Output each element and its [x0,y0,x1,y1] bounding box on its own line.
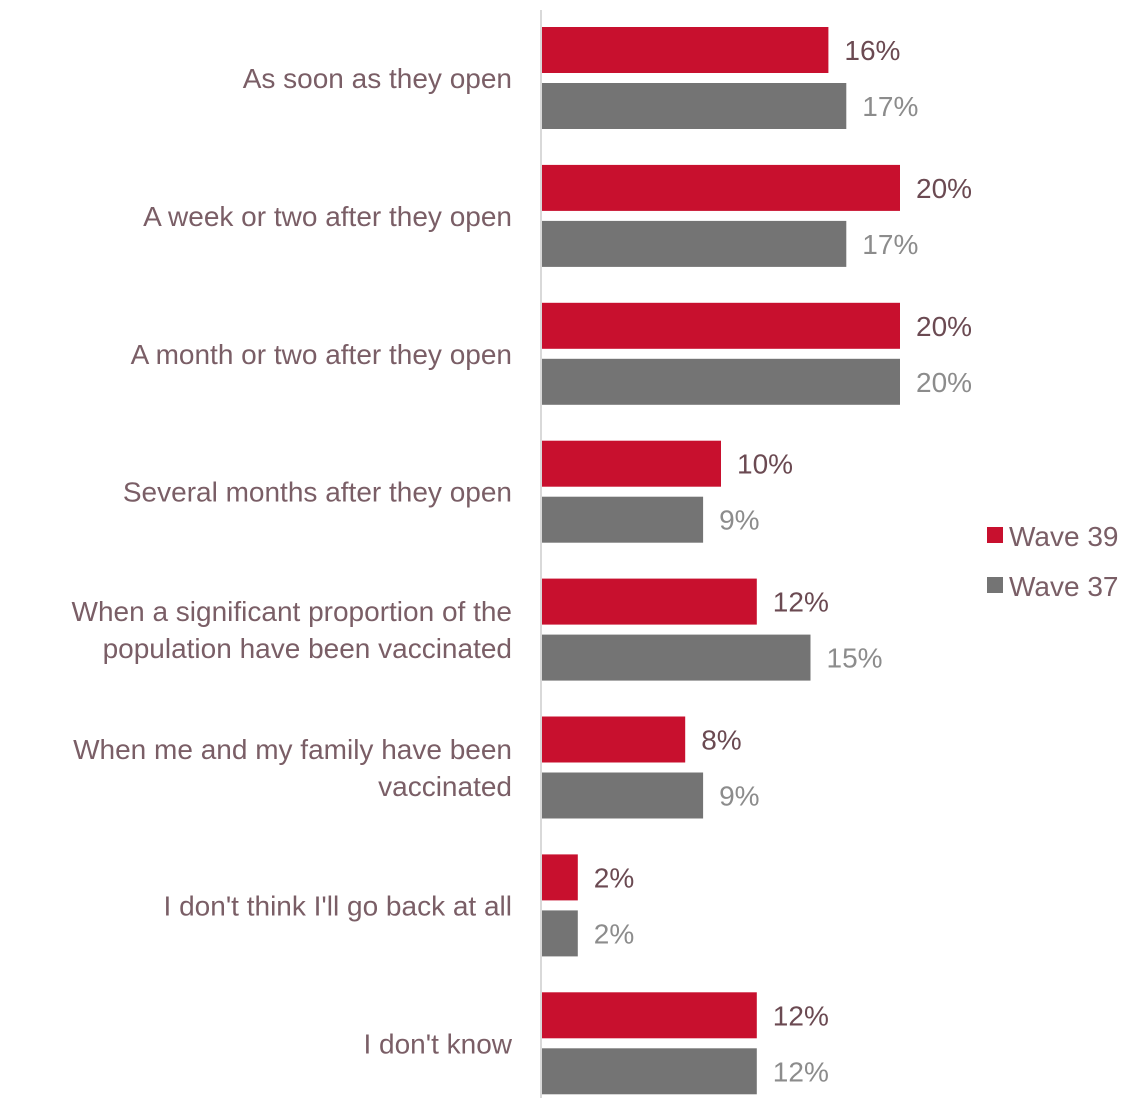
bar-wave37-1 [542,220,847,267]
data-label-wave39-2: 20% [916,311,972,342]
bar-wave39-7 [542,992,757,1039]
data-label-wave39-1: 20% [916,173,972,204]
bar-wave39-0 [542,27,829,73]
category-labels-group: As soon as they open A week or two after … [72,63,513,1059]
category-label-6: I don't think I'll go back at all [164,890,512,921]
data-label-wave39-5: 8% [701,725,741,756]
bar-wave37-4 [542,634,811,681]
category-label-line: When a significant proportion of the [72,596,512,627]
category-label-line: A week or two after they open [143,201,512,232]
bar-wave37-5 [542,772,704,819]
category-label-line: I don't know [363,1028,512,1059]
category-label-3: Several months after they open [123,477,512,508]
data-label-wave39-0: 16% [844,35,900,66]
data-label-wave37-3: 9% [719,505,759,536]
bar-wave39-5 [542,716,686,763]
data-label-wave37-4: 15% [827,643,883,674]
category-label-line: A month or two after they open [131,339,512,370]
data-label-wave37-2: 20% [916,367,972,398]
data-label-wave37-0: 17% [862,91,918,122]
data-label-wave39-6: 2% [594,862,634,893]
data-label-wave39-3: 10% [737,449,793,480]
legend-label-wave37: Wave 37 [1009,571,1118,602]
category-label-line: When me and my family have been [73,734,512,765]
data-label-wave37-1: 17% [862,229,918,260]
data-label-wave37-5: 9% [719,781,759,812]
category-label-1: A week or two after they open [143,201,512,232]
category-label-2: A month or two after they open [131,339,512,370]
bar-wave37-0 [542,83,847,129]
bar-wave37-7 [542,1048,757,1095]
data-label-wave39-7: 12% [773,1000,829,1031]
data-label-wave37-6: 2% [594,918,634,949]
category-label-line: Several months after they open [123,477,512,508]
value-labels-group: 16% 17% 20% 17% 20% 20% 10% 9% 12% 15% 8% 9% 2% 2% 12%… [594,35,972,1087]
category-label-4: When a significant proportion of the popu… [72,596,512,664]
data-label-wave39-4: 12% [773,587,829,618]
category-label-5: When me and my family have been vaccinate… [73,734,512,802]
category-label-7: I don't know [363,1028,512,1059]
legend-swatch-wave37 [987,577,1003,593]
bar-wave39-6 [542,854,578,901]
bars-group [542,27,900,1095]
data-label-wave37-7: 12% [773,1056,829,1087]
bar-wave39-3 [542,440,721,487]
bar-wave37-3 [542,496,704,543]
bar-wave37-2 [542,358,900,405]
category-label-line: As soon as they open [243,63,512,94]
bar-wave39-2 [542,302,900,349]
category-label-line: population have been vaccinated [103,633,512,664]
category-label-line: I don't think I'll go back at all [164,890,512,921]
legend: Wave 39 Wave 37 [987,521,1118,602]
category-label-0: As soon as they open [243,63,512,94]
bar-wave39-1 [542,164,900,211]
legend-label-wave39: Wave 39 [1009,521,1118,552]
bar-wave37-6 [542,910,578,957]
legend-swatch-wave39 [987,527,1003,543]
category-label-line: vaccinated [378,771,512,802]
bar-wave39-4 [542,578,757,625]
